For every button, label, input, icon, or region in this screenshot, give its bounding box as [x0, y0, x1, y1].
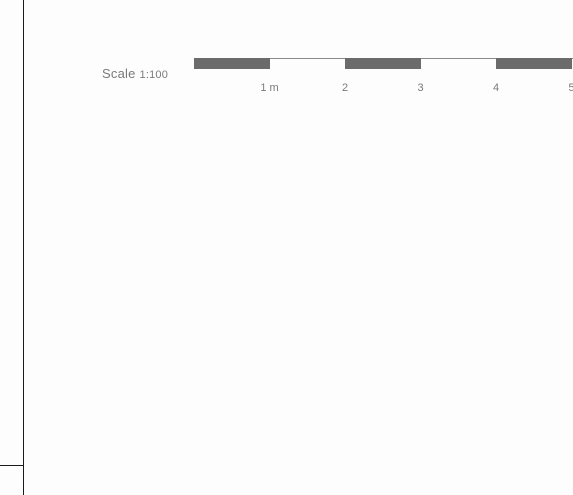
scale-caption: Scale 1:100 [102, 66, 168, 81]
frame-border-vertical [23, 0, 24, 495]
scale-tick-label: 3 [417, 82, 424, 94]
scale-tick-label: 4 [492, 82, 500, 94]
scale-label-text: Scale [102, 66, 136, 81]
scale-segment-filled [194, 58, 270, 69]
scale-tick-label: 5 [568, 82, 573, 94]
scale-tick-label: 1 m [260, 82, 279, 94]
scale-ratio-text: 1:100 [139, 69, 169, 81]
scale-segment-filled [345, 58, 421, 69]
scale-tick-label: 2 [341, 82, 349, 94]
scale-segment-filled [496, 58, 572, 69]
frame-border-horizontal [0, 465, 24, 466]
scale-bar: 1 m 2 3 4 5 [0, 0, 573, 120]
